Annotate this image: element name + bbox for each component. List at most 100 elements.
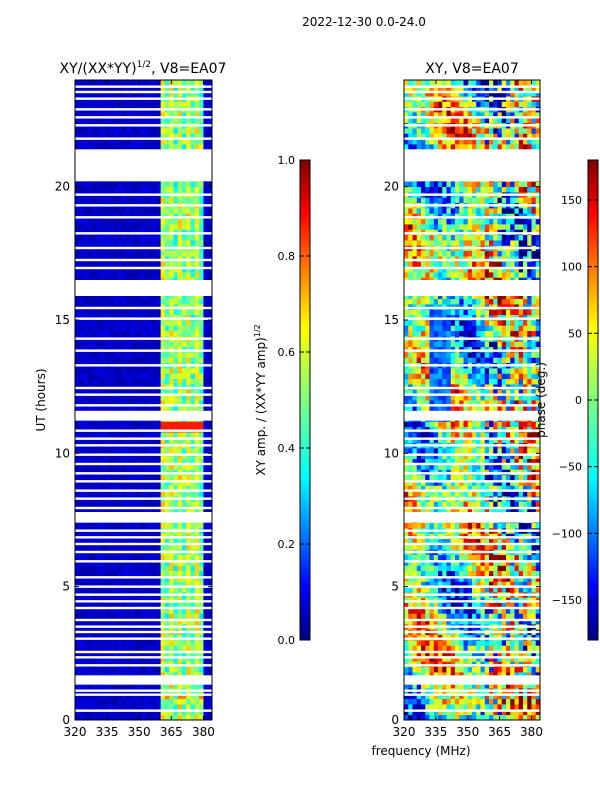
flagged-row — [75, 576, 212, 579]
heatmap-cell — [463, 560, 469, 566]
heatmap-cell — [96, 698, 102, 705]
heatmap-cell — [164, 90, 170, 97]
heatmap-cell — [207, 373, 213, 380]
heatmap-cell — [75, 464, 80, 470]
heatmap-cell — [199, 117, 204, 124]
heatmap-cell — [83, 666, 89, 673]
heatmap-cell — [203, 693, 209, 700]
heatmap-cell — [455, 693, 460, 700]
figure-suptitle: 2022-12-30 0.0-24.0 — [302, 15, 426, 29]
heatmap-cell — [194, 666, 200, 673]
heatmap-cell — [186, 704, 191, 710]
heatmap-cell — [79, 85, 84, 92]
heatmap-cell — [147, 464, 153, 470]
heatmap-cell — [177, 645, 183, 652]
heatmap-cell — [177, 101, 183, 108]
heatmap-cell — [173, 544, 179, 550]
heatmap-cell — [87, 293, 93, 300]
heatmap-cell — [75, 704, 80, 710]
heatmap-cell — [83, 224, 89, 230]
heatmap-cell — [104, 128, 110, 134]
heatmap-cell — [92, 90, 97, 97]
heatmap-cell — [535, 618, 541, 625]
heatmap-cell — [156, 240, 162, 246]
heatmap-cell — [100, 437, 106, 444]
heatmap-cell — [438, 586, 443, 593]
heatmap-cell — [117, 405, 123, 412]
heatmap-cell — [421, 704, 426, 710]
heatmap-cell — [156, 640, 162, 646]
heatmap-cell — [173, 656, 179, 662]
heatmap-cell — [100, 389, 106, 396]
heatmap-cell — [75, 656, 80, 662]
heatmap-cell — [147, 576, 153, 582]
heatmap-cell — [87, 357, 93, 364]
heatmap-cell — [79, 656, 84, 662]
heatmap-cell — [87, 208, 93, 214]
heatmap-cell — [152, 448, 157, 454]
flagged-row — [75, 529, 212, 532]
heatmap-cell — [96, 101, 102, 108]
heatmap-cell — [143, 464, 149, 470]
heatmap-cell — [83, 101, 89, 108]
heatmap-cell — [75, 490, 80, 497]
heatmap-cell — [109, 608, 114, 614]
heatmap-cell — [134, 602, 140, 609]
heatmap-cell — [173, 330, 179, 337]
heatmap-cell — [442, 693, 447, 700]
heatmap-cell — [455, 698, 460, 705]
heatmap-cell — [134, 576, 140, 582]
heatmap-cell — [514, 640, 520, 646]
heatmap-cell — [501, 602, 507, 609]
heatmap-cell — [100, 293, 106, 300]
heatmap-cell — [164, 224, 170, 230]
heatmap-cell — [164, 208, 170, 214]
heatmap-cell — [83, 320, 89, 326]
heatmap-cell — [134, 357, 140, 364]
heatmap-cell — [433, 645, 439, 652]
heatmap-cell — [199, 656, 204, 662]
heatmap-cell — [433, 613, 439, 620]
heatmap-cell — [173, 394, 179, 401]
heatmap-cell — [122, 709, 127, 716]
heatmap-cell — [501, 581, 507, 588]
heatmap-cell — [160, 405, 166, 412]
heatmap-cell — [416, 645, 422, 652]
heatmap-cell — [160, 325, 166, 332]
heatmap-cell — [480, 576, 486, 582]
heatmap-cell — [117, 506, 123, 513]
heatmap-cell — [83, 240, 89, 246]
heatmap-cell — [164, 704, 170, 710]
heatmap-cell — [199, 400, 204, 406]
heatmap-cell — [79, 405, 84, 412]
heatmap-cell — [96, 261, 102, 268]
heatmap-cell — [113, 405, 119, 412]
heatmap-cell — [139, 576, 144, 582]
heatmap-cell — [160, 464, 166, 470]
heatmap-cell — [425, 709, 430, 716]
heatmap-cell — [134, 250, 140, 257]
heatmap-cell — [467, 698, 473, 705]
heatmap-cell — [79, 197, 84, 204]
heatmap-cell — [96, 368, 102, 374]
heatmap-cell — [173, 218, 179, 225]
heatmap-cell — [96, 602, 102, 609]
heatmap-cell — [113, 144, 119, 150]
heatmap-cell — [186, 309, 191, 316]
heatmap-cell — [194, 272, 200, 278]
heatmap-cell — [480, 608, 486, 614]
heatmap-cell — [147, 101, 153, 108]
heatmap-cell — [501, 570, 507, 577]
heatmap-cell — [143, 490, 149, 497]
heatmap-cell — [87, 693, 93, 700]
heatmap-cell — [186, 613, 191, 620]
heatmap-cell — [190, 144, 196, 150]
heatmap-cell — [122, 586, 127, 593]
heatmap-cell — [147, 570, 153, 577]
heatmap-cell — [87, 560, 93, 566]
heatmap-cell — [113, 389, 119, 396]
heatmap-cell — [169, 368, 174, 374]
heatmap-cell — [147, 613, 153, 620]
heatmap-cell — [207, 405, 213, 412]
heatmap-cell — [450, 645, 456, 652]
